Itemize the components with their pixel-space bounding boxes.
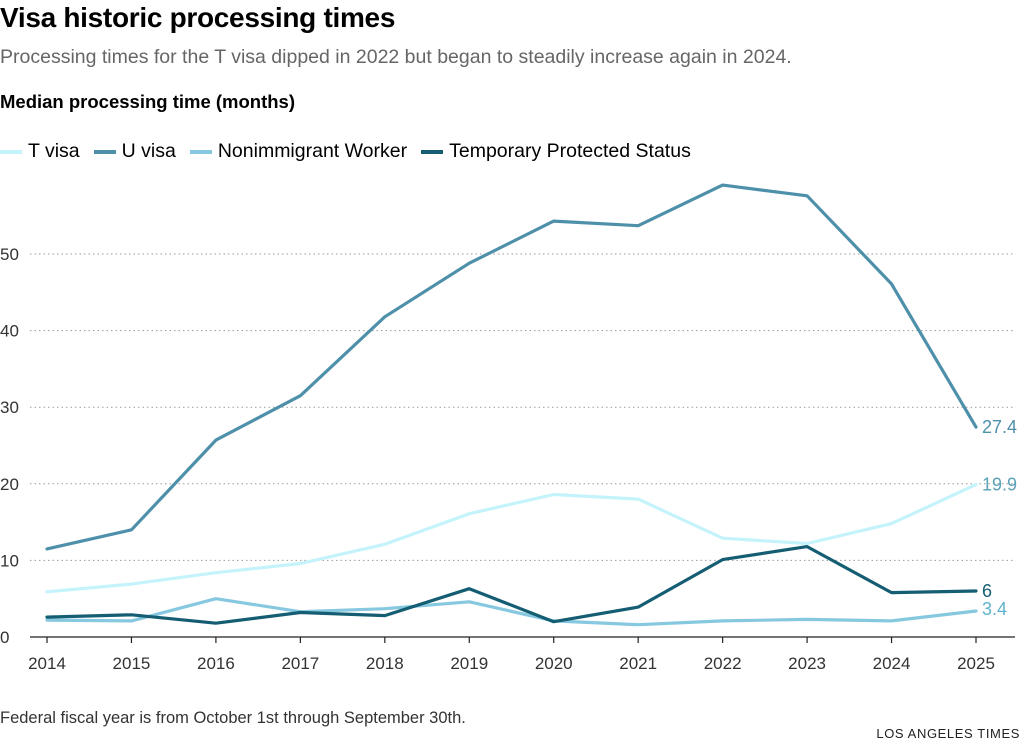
series-line-temporary-protected-status (45, 545, 978, 625)
end-value-label: 3.4 (982, 599, 1007, 619)
x-tick-label: 2024 (873, 654, 911, 673)
chart-subtitle: Processing times for the T visa dipped i… (0, 46, 792, 68)
legend-item-1: U visa (93, 140, 176, 163)
x-tick-label: 2016 (197, 654, 235, 673)
y-tick-label: 40 (0, 322, 19, 341)
x-tick-label: 2014 (28, 654, 66, 673)
legend: T visa U visa Nonimmigrant Worker Temporary… (0, 140, 705, 163)
y-tick-label: 10 (0, 551, 19, 570)
legend-label: Nonimmigrant Worker (217, 140, 408, 162)
legend-swatch (421, 149, 444, 154)
y-tick-label: 0 (0, 628, 9, 647)
legend-item-0: T visa (0, 140, 80, 163)
x-tick-label: 2025 (957, 654, 995, 673)
legend-swatch (93, 149, 116, 154)
legend-label: Temporary Protected Status (449, 140, 691, 162)
x-tick-label: 2017 (281, 654, 319, 673)
y-tick-label: 30 (0, 398, 19, 417)
source-credit: LOS ANGELES TIMES (876, 726, 1020, 741)
legend-label: U visa (121, 140, 176, 162)
y-tick-label: 20 (0, 475, 19, 494)
x-tick-label: 2021 (619, 654, 657, 673)
legend-item-3: Temporary Protected Status (421, 140, 691, 163)
x-tick-label: 2023 (788, 654, 826, 673)
x-tick-label: 2022 (704, 654, 742, 673)
end-value-label: 19.9 (982, 475, 1017, 495)
x-tick-label: 2015 (113, 654, 151, 673)
line-chart: 0 10 20 30 40 50 2014 2015 2016 2017 2018 2019 2020 2… (0, 183, 1017, 673)
footnote: Federal fiscal year is from October 1st … (0, 709, 466, 727)
y-axis-label: Median processing time (months) (0, 91, 296, 112)
legend-swatch (0, 149, 22, 154)
x-tick-label: 2019 (450, 654, 488, 673)
legend-swatch (189, 149, 212, 154)
y-tick-label: 50 (0, 245, 19, 264)
series-line-u-visa (45, 183, 978, 551)
chart-title: Visa historic processing times (0, 2, 396, 33)
end-value-label: 6 (982, 581, 992, 601)
x-tick-label: 2020 (535, 654, 573, 673)
legend-item-2: Nonimmigrant Worker (189, 140, 408, 163)
legend-label: T visa (28, 140, 80, 162)
x-tick-label: 2018 (366, 654, 404, 673)
end-value-label: 27.4 (982, 417, 1017, 437)
series-line-nonimmigrant-worker (45, 597, 978, 627)
series-line-t-visa (45, 483, 978, 594)
